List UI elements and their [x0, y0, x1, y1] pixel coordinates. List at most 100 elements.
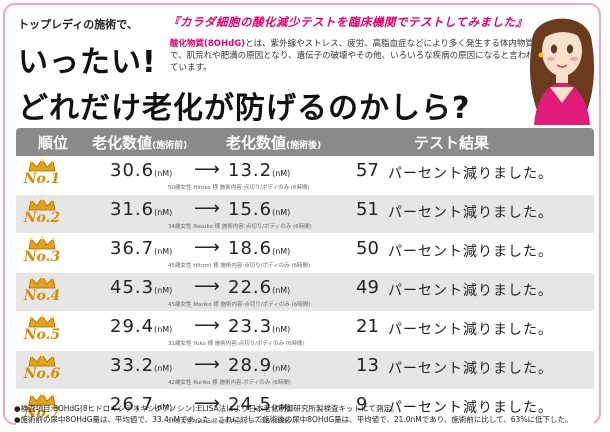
after-value: 28.9(nM) [228, 355, 291, 376]
table-row: No.5 29.4(nM) ⟶ 23.3(nM) 31歳女性 Yuko 様 施術内容:点… [16, 312, 594, 351]
crown-icon [28, 353, 56, 367]
header-after: 老化数値(施術後) [226, 134, 322, 152]
result-text: パーセント減りました。 [388, 400, 553, 416]
percent-value: 49 [356, 277, 379, 298]
rank-badge: No.2 [20, 197, 64, 231]
unit-label: (nM) [154, 208, 173, 217]
before-value: 33.2(nM) [110, 355, 173, 376]
unit-label: (nM) [154, 169, 173, 178]
result-text: パーセント減りました。 [388, 283, 553, 299]
table-row: No.4 45.3(nM) ⟶ 22.6(nM) 45歳女性 Mariko 様 施術内容… [16, 273, 594, 312]
crown-icon [28, 197, 56, 211]
after-value: 22.6(nM) [228, 277, 291, 298]
headline-prefix: トップレディの施術で、 [18, 18, 138, 31]
person-info: 45歳女性 Hitomi 様 施術内容:点切り/ボディのみ (6時間) [168, 263, 311, 269]
arrow-icon: ⟶ [194, 393, 220, 414]
person-info: 45歳女性 Mariko 様 施術内容:点切り/ボディのみ (6時間) [168, 302, 311, 308]
unit-label: (nM) [272, 286, 291, 295]
crown-icon [28, 275, 56, 289]
rank-badge: No.1 [20, 158, 64, 192]
table-row: No.2 31.6(nM) ⟶ 15.6(nM) 34歳女性 Rosuko 様 施術内容… [16, 195, 594, 234]
rank-badge: No.5 [20, 314, 64, 348]
rank-label: No.2 [23, 210, 61, 226]
person-info: 42歳女性 Ruriko 様 施術内容:ボディのみ (6時間) [168, 380, 291, 386]
percent-value: 50 [356, 238, 379, 259]
unit-label: (nM) [154, 286, 173, 295]
result-text: パーセント減りました。 [388, 322, 553, 338]
before-value: 45.3(nM) [110, 277, 173, 298]
intro-keyword: 酸化物質(8OHdG) [170, 39, 246, 49]
arrow-icon: ⟶ [194, 159, 220, 180]
table-row: No.1 30.6(nM) ⟶ 13.2(nM) 50歳女性 Hiroko 様 施術内容… [16, 156, 594, 195]
notes: ●検査項目:8OHdG(8ヒドロキシデオキシグアノシン):ELISA法により日本… [14, 404, 598, 425]
rank-label: No.1 [23, 171, 61, 187]
unit-label: (nM) [272, 169, 291, 178]
unit-label: (nM) [154, 364, 173, 373]
person-info: 31歳女性 Yuko 様 施術内容:点切り/ボディのみ (6時間) [168, 341, 305, 347]
rank-badge: No.4 [20, 275, 64, 309]
after-value: 13.2(nM) [228, 160, 291, 181]
person-info: 27歳女性 Naoko 様 施術内容:ボディのみ (6時間) [168, 419, 291, 425]
woman-illustration [530, 18, 594, 125]
note-line-2: ●施術前の尿中8OHdG量は、平均値で、33.4nMであった。これに対して施術後… [14, 414, 573, 424]
percent-value: 51 [356, 199, 379, 220]
before-value: 26.7(nM) [110, 394, 173, 415]
percent-value: 9 [356, 394, 368, 415]
crown-icon [28, 158, 56, 172]
table-row: No.6 33.2(nM) ⟶ 28.9(nM) 42歳女性 Ruriko 様 施術内容… [16, 351, 594, 390]
rank-label: No.4 [23, 288, 61, 304]
before-value: 31.6(nM) [110, 199, 173, 220]
before-value: 36.7(nM) [110, 238, 173, 259]
before-value: 30.6(nM) [110, 160, 173, 181]
rank-badge: No.7 [20, 392, 64, 426]
rank-label: No.7 [23, 405, 61, 421]
table-body: No.1 30.6(nM) ⟶ 13.2(nM) 50歳女性 Hiroko 様 施術内容… [16, 156, 594, 429]
unit-label: (nM) [272, 208, 291, 217]
arrow-icon: ⟶ [194, 315, 220, 336]
rank-label: No.5 [23, 327, 61, 343]
after-value: 23.3(nM) [228, 316, 291, 337]
table-row: No.3 36.7(nM) ⟶ 18.6(nM) 45歳女性 Hitomi 様 施術内容… [16, 234, 594, 273]
percent-value: 21 [356, 316, 379, 337]
header-before-note: (施術前) [152, 141, 188, 151]
headline-line1: いったい! [18, 45, 157, 80]
arrow-icon: ⟶ [194, 276, 220, 297]
after-value: 15.6(nM) [228, 199, 291, 220]
unit-label: (nM) [272, 403, 291, 412]
person-info: 50歳女性 Hiroko 様 施術内容:点切り/ボディのみ (6時間) [168, 185, 310, 191]
after-value: 18.6(nM) [228, 238, 291, 259]
unit-label: (nM) [154, 325, 173, 334]
person-info: 34歳女性 Rosuko 様 施術内容:点切り/ボディのみ (6時間) [168, 224, 312, 230]
table-header: 順位 老化数値(施術前) 老化数値(施術後) テスト結果 [16, 128, 594, 156]
note-line-1: ●検査項目:8OHdG(8ヒドロキシデオキシグアノシン):ELISA法により日本… [14, 404, 399, 413]
result-text: パーセント減りました。 [388, 244, 553, 260]
before-value: 29.4(nM) [110, 316, 173, 337]
result-text: パーセント減りました。 [388, 166, 553, 182]
rank-label: No.3 [23, 249, 61, 265]
headline-line2: どれだけ老化が防げるのかしら? [18, 91, 471, 126]
test-banner: 『カラダ細胞の酸化減少テストを臨床機関でテストしてみました』 [168, 15, 528, 29]
intro-text: 酸化物質(8OHdG)とは、紫外線やストレス、疲労、高脂血症などにより多く発生す… [170, 38, 536, 74]
unit-label: (nM) [272, 325, 291, 334]
intro-body: とは、紫外線やストレス、疲労、高脂血症などにより多く発生する体内物質で、肌荒れや… [170, 39, 535, 73]
result-text: パーセント減りました。 [388, 361, 553, 377]
after-value: 24.5(nM) [228, 394, 291, 415]
result-text: パーセント減りました。 [388, 205, 553, 221]
crown-icon [28, 314, 56, 328]
arrow-icon: ⟶ [194, 198, 220, 219]
arrow-icon: ⟶ [194, 237, 220, 258]
rank-badge: No.6 [20, 353, 64, 387]
unit-label: (nM) [272, 247, 291, 256]
table-row: No.7 26.7(nM) ⟶ 24.5(nM) 27歳女性 Naoko 様 施術内容:… [16, 390, 594, 429]
header-rank: 順位 [38, 134, 69, 152]
header-after-note: (施術後) [286, 141, 322, 151]
unit-label: (nM) [272, 364, 291, 373]
header-result: テスト結果 [414, 134, 490, 152]
crown-icon [28, 236, 56, 250]
rank-label: No.6 [23, 366, 61, 382]
header-before: 老化数値(施術前) [92, 134, 188, 152]
results-table: 順位 老化数値(施術前) 老化数値(施術後) テスト結果 No.1 30.6(nM… [16, 128, 594, 429]
percent-value: 13 [356, 355, 379, 376]
arrow-icon: ⟶ [194, 354, 220, 375]
percent-value: 57 [356, 160, 379, 181]
